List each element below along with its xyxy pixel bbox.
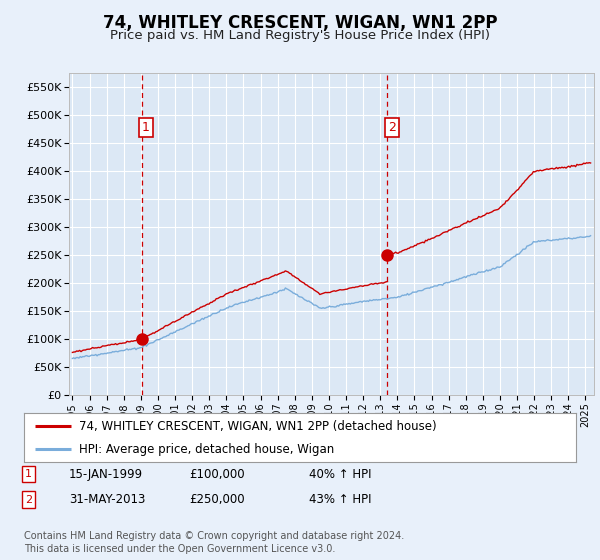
Text: 2: 2	[25, 494, 32, 505]
Text: Price paid vs. HM Land Registry's House Price Index (HPI): Price paid vs. HM Land Registry's House …	[110, 29, 490, 42]
Text: 15-JAN-1999: 15-JAN-1999	[69, 468, 143, 481]
Text: 31-MAY-2013: 31-MAY-2013	[69, 493, 145, 506]
Text: Contains HM Land Registry data © Crown copyright and database right 2024.
This d: Contains HM Land Registry data © Crown c…	[24, 531, 404, 554]
Text: 40% ↑ HPI: 40% ↑ HPI	[309, 468, 371, 481]
Text: £250,000: £250,000	[189, 493, 245, 506]
Text: 2: 2	[388, 121, 395, 134]
Text: 74, WHITLEY CRESCENT, WIGAN, WN1 2PP: 74, WHITLEY CRESCENT, WIGAN, WN1 2PP	[103, 14, 497, 32]
Text: 43% ↑ HPI: 43% ↑ HPI	[309, 493, 371, 506]
Text: HPI: Average price, detached house, Wigan: HPI: Average price, detached house, Wiga…	[79, 443, 334, 456]
Text: 74, WHITLEY CRESCENT, WIGAN, WN1 2PP (detached house): 74, WHITLEY CRESCENT, WIGAN, WN1 2PP (de…	[79, 420, 437, 433]
Text: £100,000: £100,000	[189, 468, 245, 481]
Text: 1: 1	[142, 121, 150, 134]
Text: 1: 1	[25, 469, 32, 479]
